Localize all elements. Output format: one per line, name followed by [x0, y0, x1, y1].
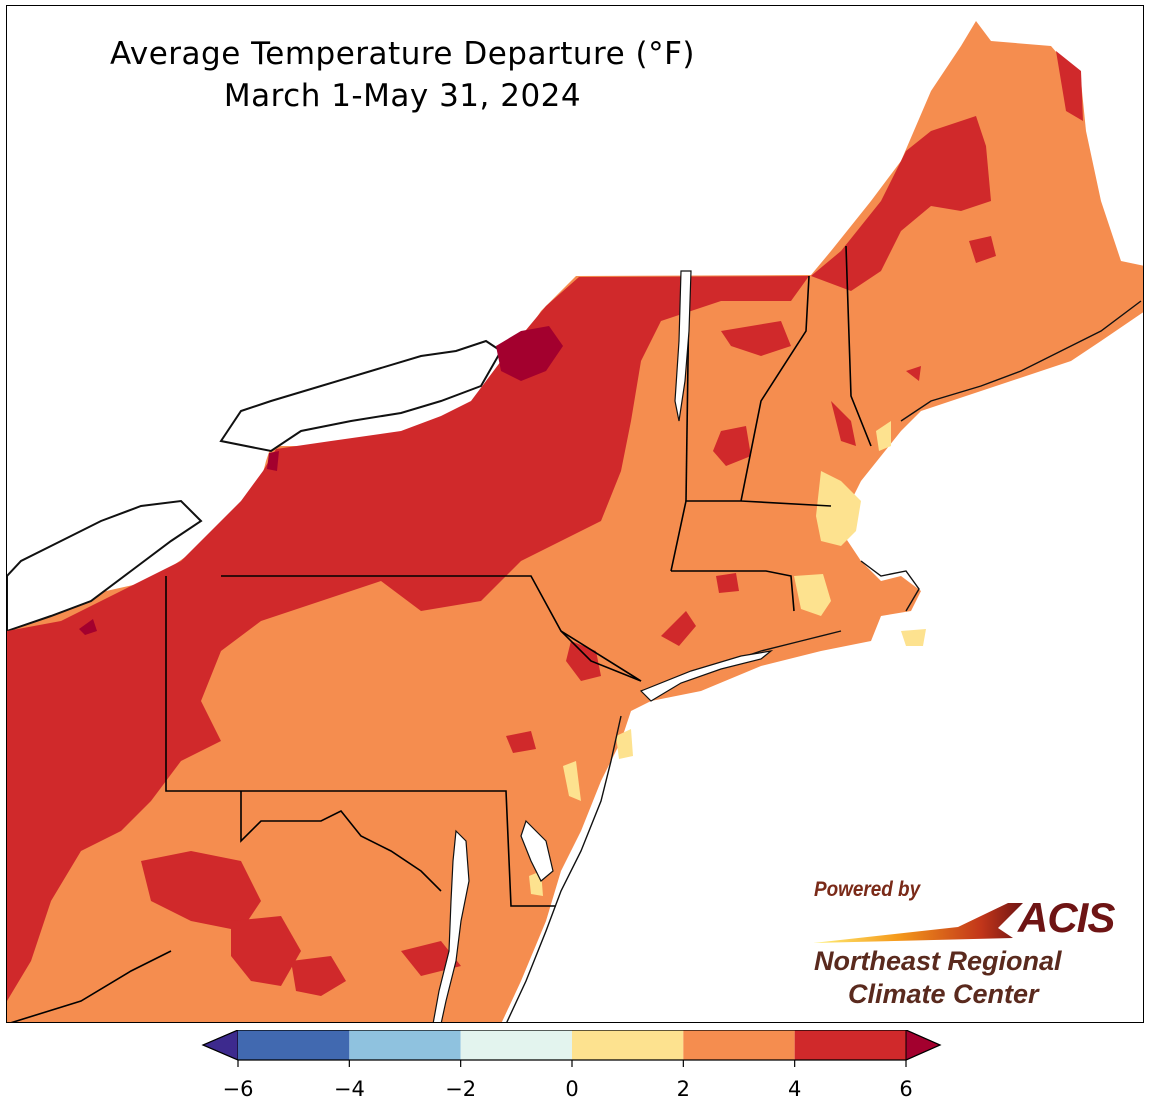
region-red-me: [811, 116, 991, 291]
powered-by-text: Powered by: [814, 878, 921, 901]
region-red-vt: [721, 321, 791, 356]
region-red-vt2: [713, 426, 751, 466]
region-yellow-nh-coast: [876, 421, 891, 451]
region-darkred-erie: [79, 619, 97, 635]
legend-bin-1: [349, 1030, 461, 1060]
legend-tick-label: −4: [333, 1077, 365, 1101]
region-red-me-coast: [906, 366, 921, 381]
legend-bin-4: [683, 1030, 795, 1060]
chesapeake-bay: [432, 829, 470, 1022]
region-darkred-ny: [496, 326, 563, 381]
legend-bin-0: [238, 1030, 350, 1060]
temperature-map: [7, 21, 1143, 1022]
region-red-blob-wv: [141, 851, 261, 931]
legend-tick-label: −2: [445, 1077, 477, 1101]
region-yellow-nj2: [616, 729, 633, 759]
map-frame: [6, 5, 1144, 1023]
map-title: Average Temperature Departure (°F): [109, 36, 696, 72]
region-red-pa-small: [506, 731, 536, 753]
map-subtitle: March 1-May 31, 2024: [223, 78, 582, 114]
legend-colorbar: [201, 1030, 942, 1067]
region-red-me-ne: [1056, 51, 1083, 121]
region-yellow-ma-coast: [816, 471, 861, 546]
region-red-west: [7, 276, 809, 1001]
org-name-line2: Climate Center: [848, 979, 1039, 1009]
region-yellow-capecod: [901, 629, 926, 646]
region-darkred-niagara: [267, 451, 279, 471]
region-yellow-ri: [794, 574, 831, 616]
region-red-blob-va: [231, 916, 301, 986]
lake-ontario: [219, 339, 503, 453]
legend-tick-label: −6: [222, 1077, 254, 1101]
state-borders: [10, 245, 872, 1022]
region-yellow-nj: [563, 761, 581, 801]
legend-tick-label: 6: [899, 1077, 913, 1101]
legend-bin-5: [794, 1030, 906, 1060]
region-red-ct: [716, 573, 739, 593]
legend-tick-label: 2: [676, 1077, 691, 1101]
lake-erie: [7, 499, 203, 633]
org-name-line1: Northeast Regional: [814, 946, 1062, 976]
legend-over-arrow: [905, 1030, 942, 1061]
acis-nrcc-logo: Powered by ACIS Northeast Regional Clima…: [808, 878, 1138, 1013]
legend-bin-3: [572, 1030, 684, 1060]
legend-tick-label: 0: [565, 1077, 579, 1101]
delaware-bay: [520, 819, 554, 882]
acis-swoosh-icon: [813, 903, 1023, 943]
lake-champlain: [674, 270, 692, 422]
region-red-ct2: [661, 611, 696, 646]
region-red-me-small: [969, 236, 996, 263]
legend-bin-2: [460, 1030, 572, 1060]
region-red-blob-md: [291, 956, 346, 996]
legend-under-arrow: [201, 1030, 239, 1061]
legend-tick-label: 4: [787, 1077, 802, 1101]
acis-wordmark: ACIS: [1018, 894, 1115, 941]
long-island-sound: [639, 650, 774, 702]
region-red-nh: [831, 401, 856, 446]
